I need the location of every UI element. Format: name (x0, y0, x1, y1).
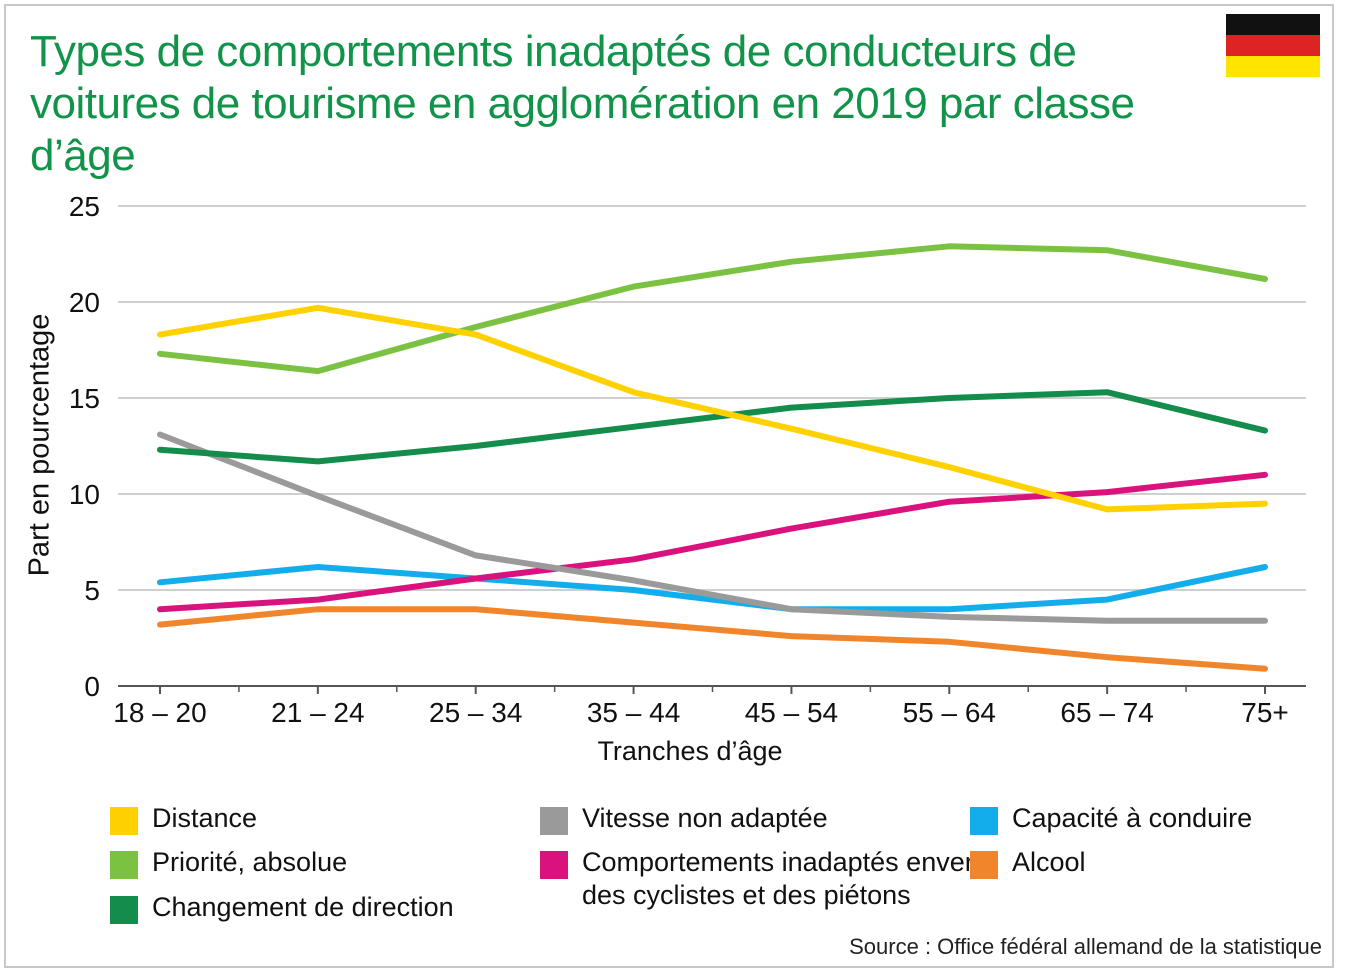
x-tick-label: 25 – 34 (429, 697, 522, 728)
legend-swatch (110, 851, 138, 879)
german-flag-icon (1226, 14, 1320, 77)
flag-stripe-black (1226, 14, 1320, 35)
legend-item-vitesse: Vitesse non adaptée (540, 802, 828, 835)
chart-title: Types de comportements inadaptés de cond… (30, 27, 1135, 180)
y-tick-label: 15 (69, 383, 100, 414)
legend-item-cyclistes-pietons: Comportements inadaptés envers des cycli… (540, 846, 987, 912)
x-tick-label: 55 – 64 (903, 697, 996, 728)
legend-item-capacite: Capacité à conduire (970, 802, 1252, 835)
legend-swatch (540, 851, 568, 879)
legend-swatch (540, 807, 568, 835)
legend-label: Capacité à conduire (1012, 803, 1253, 833)
x-tick-label: 65 – 74 (1060, 697, 1153, 728)
legend-label: Alcool (1012, 847, 1086, 877)
chart-frame (4, 4, 1334, 968)
legend-label: Vitesse non adaptée (582, 803, 828, 833)
x-tick-label: 75+ (1241, 697, 1289, 728)
y-tick-label: 0 (84, 671, 100, 702)
y-tick-label: 10 (69, 479, 100, 510)
legend-item-alcool: Alcool (970, 846, 1086, 879)
x-tick-label: 35 – 44 (587, 697, 680, 728)
legend-item-distance: Distance (110, 802, 257, 835)
legend-label: Comportements inadaptés envers des cycli… (582, 847, 988, 910)
series-line-capacite-a-conduire (157, 564, 1268, 613)
legend-swatch (110, 807, 138, 835)
y-tick-label: 5 (84, 575, 100, 606)
series-line-priorite-absolue (157, 243, 1268, 375)
legend-item-priorite: Priorité, absolue (110, 846, 347, 879)
series-line-distance (157, 304, 1268, 513)
legend-swatch (970, 807, 998, 835)
legend-label: Changement de direction (152, 892, 454, 922)
y-tick-label: 25 (69, 191, 100, 222)
legend-swatch (970, 851, 998, 879)
flag-stripe-gold (1226, 56, 1320, 77)
source-note: Source : Office fédéral allemand de la s… (849, 934, 1322, 959)
series-line-vitesse-non-adaptee (157, 431, 1268, 624)
legend-swatch (110, 896, 138, 924)
x-tick-label: 21 – 24 (271, 697, 364, 728)
x-tick-label: 18 – 20 (113, 697, 206, 728)
y-axis-title: Part en pourcentage (23, 313, 56, 577)
x-tick-label: 45 – 54 (745, 697, 838, 728)
flag-stripe-red (1226, 35, 1320, 56)
series-line-alcool (157, 606, 1268, 672)
legend-label: Priorité, absolue (152, 847, 348, 877)
y-tick-label: 20 (69, 287, 100, 318)
legend-label: Distance (152, 803, 258, 833)
legend: Distance Priorité, absolue Changement de… (110, 798, 1330, 938)
legend-item-changement: Changement de direction (110, 891, 454, 924)
x-axis-title: Tranches d’âge (597, 736, 783, 766)
series-line-comportements-inadaptes-envers (157, 471, 1268, 613)
series-line-changement-de-direction (157, 389, 1268, 465)
